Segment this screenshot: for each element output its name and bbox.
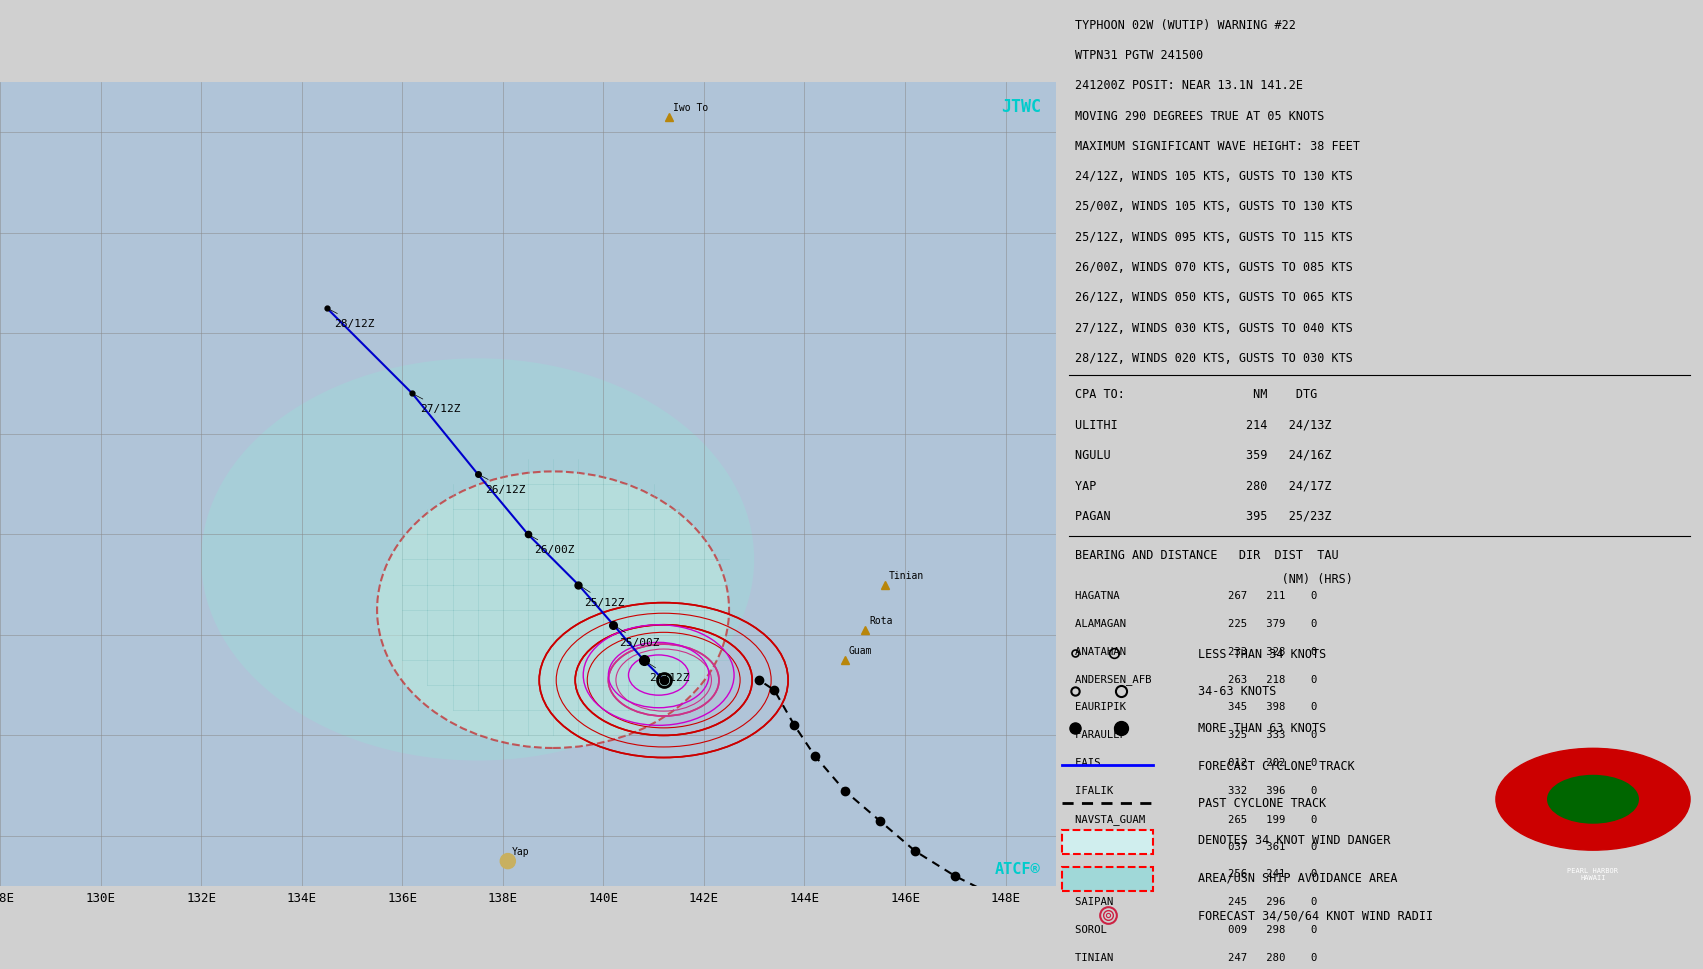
Text: HAGATNA                 267   211    0: HAGATNA 267 211 0 [1075, 590, 1318, 601]
Text: ROTA                    256   241    0: ROTA 256 241 0 [1075, 868, 1318, 879]
Text: 24/12Z, WINDS 105 KTS, GUSTS TO 130 KTS: 24/12Z, WINDS 105 KTS, GUSTS TO 130 KTS [1075, 171, 1354, 183]
Text: NGULU                   359   24/16Z: NGULU 359 24/16Z [1075, 449, 1332, 461]
Text: MOVING 290 DEGREES TRUE AT 05 KNOTS: MOVING 290 DEGREES TRUE AT 05 KNOTS [1075, 109, 1325, 123]
Text: 26/00Z: 26/00Z [530, 536, 574, 554]
Text: CPA TO:                  NM    DTG: CPA TO: NM DTG [1075, 388, 1318, 401]
Text: Tinian: Tinian [889, 570, 925, 580]
Text: TINIAN                  247   280    0: TINIAN 247 280 0 [1075, 952, 1318, 962]
Text: LESS THAN 34 KNOTS: LESS THAN 34 KNOTS [1199, 647, 1327, 660]
Ellipse shape [376, 472, 729, 748]
Text: WTPN31 PGTW 241500: WTPN31 PGTW 241500 [1075, 49, 1204, 62]
Text: 34-63 KNOTS: 34-63 KNOTS [1199, 684, 1277, 698]
Circle shape [1548, 775, 1638, 824]
Text: PAGAN                   395   25/23Z: PAGAN 395 25/23Z [1075, 509, 1332, 522]
FancyBboxPatch shape [1063, 829, 1153, 854]
Text: FORECAST 34/50/64 KNOT WIND RADII: FORECAST 34/50/64 KNOT WIND RADII [1199, 908, 1434, 922]
Text: JTWC: JTWC [1001, 98, 1041, 115]
Text: DENOTES 34 KNOT WIND DANGER: DENOTES 34 KNOT WIND DANGER [1199, 833, 1391, 847]
Text: YAP                     280   24/17Z: YAP 280 24/17Z [1075, 479, 1332, 491]
Text: Guam: Guam [848, 645, 872, 655]
Text: FAIS                    012   202    0: FAIS 012 202 0 [1075, 757, 1318, 767]
Text: ANATAHAN                233   328    0: ANATAHAN 233 328 0 [1075, 646, 1318, 656]
Text: SAIPAN                  245   296    0: SAIPAN 245 296 0 [1075, 896, 1318, 906]
Circle shape [501, 854, 516, 869]
Text: Iwo To: Iwo To [673, 103, 708, 113]
Text: MORE THAN 63 KNOTS: MORE THAN 63 KNOTS [1199, 722, 1327, 735]
Text: ULITHI                  214   24/13Z: ULITHI 214 24/13Z [1075, 419, 1332, 431]
Ellipse shape [201, 359, 754, 761]
Text: EAURIPIK                345   398    0: EAURIPIK 345 398 0 [1075, 702, 1318, 711]
Text: BEARING AND DISTANCE   DIR  DIST  TAU: BEARING AND DISTANCE DIR DIST TAU [1075, 548, 1339, 562]
Text: 26/12Z, WINDS 050 KTS, GUSTS TO 065 KTS: 26/12Z, WINDS 050 KTS, GUSTS TO 065 KTS [1075, 291, 1354, 304]
Text: 26/12Z: 26/12Z [480, 476, 526, 494]
Text: 28/12Z: 28/12Z [329, 310, 375, 328]
Text: 28/12Z, WINDS 020 KTS, GUSTS TO 030 KTS: 28/12Z, WINDS 020 KTS, GUSTS TO 030 KTS [1075, 352, 1354, 364]
Text: 27/12Z: 27/12Z [416, 395, 460, 414]
Text: 27/12Z, WINDS 030 KTS, GUSTS TO 040 KTS: 27/12Z, WINDS 030 KTS, GUSTS TO 040 KTS [1075, 322, 1354, 334]
Text: PAST CYCLONE TRACK: PAST CYCLONE TRACK [1199, 797, 1327, 809]
Text: Yap: Yap [513, 846, 530, 857]
Text: ANDERSEN_AFB            263   218    0: ANDERSEN_AFB 263 218 0 [1075, 673, 1318, 685]
Text: (NM) (HRS): (NM) (HRS) [1075, 573, 1354, 586]
Circle shape [1495, 749, 1689, 851]
Text: 26/00Z, WINDS 070 KTS, GUSTS TO 085 KTS: 26/00Z, WINDS 070 KTS, GUSTS TO 085 KTS [1075, 261, 1354, 274]
Text: Rota: Rota [869, 615, 892, 625]
Text: ATCF®: ATCF® [995, 861, 1041, 876]
Text: 24/12Z: 24/12Z [645, 662, 690, 682]
Text: NGULU                   037   361    0: NGULU 037 361 0 [1075, 841, 1318, 851]
Text: 25/12Z, WINDS 095 KTS, GUSTS TO 115 KTS: 25/12Z, WINDS 095 KTS, GUSTS TO 115 KTS [1075, 231, 1354, 243]
Text: AREA/USN SHIP AVOIDANCE AREA: AREA/USN SHIP AVOIDANCE AREA [1199, 871, 1398, 884]
Text: SOROL                   009   298    0: SOROL 009 298 0 [1075, 924, 1318, 934]
Text: NAVSTA_GUAM             265   199    0: NAVSTA_GUAM 265 199 0 [1075, 813, 1318, 824]
Text: 25/12Z: 25/12Z [581, 586, 625, 607]
FancyBboxPatch shape [1063, 867, 1153, 891]
Text: ALAMAGAN                225   379    0: ALAMAGAN 225 379 0 [1075, 618, 1318, 628]
Text: 25/00Z: 25/00Z [616, 627, 661, 647]
Text: PEARL HARBOR
HAWAII: PEARL HARBOR HAWAII [1567, 867, 1618, 880]
Text: 241200Z POSIT: NEAR 13.1N 141.2E: 241200Z POSIT: NEAR 13.1N 141.2E [1075, 79, 1303, 92]
Text: 25/00Z, WINDS 105 KTS, GUSTS TO 130 KTS: 25/00Z, WINDS 105 KTS, GUSTS TO 130 KTS [1075, 201, 1354, 213]
Text: TYPHOON 02W (WUTIP) WARNING #22: TYPHOON 02W (WUTIP) WARNING #22 [1075, 18, 1296, 32]
Text: MAXIMUM SIGNIFICANT WAVE HEIGHT: 38 FEET: MAXIMUM SIGNIFICANT WAVE HEIGHT: 38 FEET [1075, 140, 1361, 153]
Text: FARAULEP                325   333    0: FARAULEP 325 333 0 [1075, 730, 1318, 739]
Text: FORECAST CYCLONE TRACK: FORECAST CYCLONE TRACK [1199, 759, 1356, 772]
Text: IFALIK                  332   396    0: IFALIK 332 396 0 [1075, 785, 1318, 795]
